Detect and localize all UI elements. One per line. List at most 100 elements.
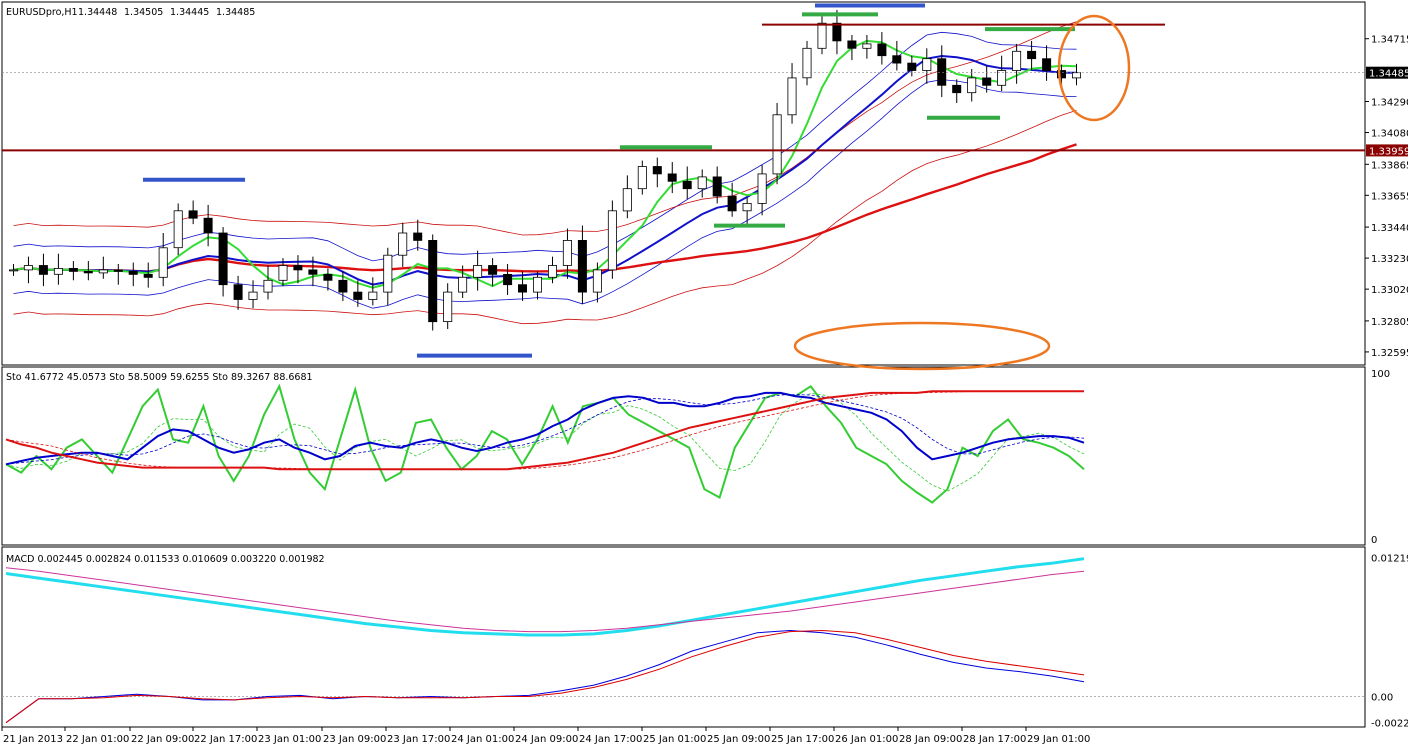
- macd-line: [5, 629, 1085, 724]
- level-tag-label: 1.33959: [1369, 146, 1408, 157]
- x-tick-label: 26 Jan 01:00: [835, 734, 898, 745]
- candle-body: [53, 267, 63, 275]
- candle-body: [937, 58, 947, 86]
- macd-title: MACD 0.002445 0.002824 0.011533 0.010609…: [6, 554, 325, 565]
- macd-plot: [2, 557, 1365, 724]
- candle-body: [368, 291, 378, 300]
- candle-body: [667, 173, 677, 182]
- candle-body: [458, 276, 468, 293]
- x-tick-label: 25 Jan 01:00: [643, 734, 706, 745]
- y-tick-label: 1.33865: [1371, 160, 1408, 171]
- ohlc-low: 1.34445: [170, 7, 209, 18]
- stochastic-plot: [5, 383, 1085, 504]
- y-tick-label: 1.34080: [1371, 129, 1408, 140]
- candle-body: [38, 265, 48, 275]
- candle-body: [188, 210, 198, 219]
- x-tick-label: 29 Jan 01:00: [1027, 734, 1090, 745]
- macd-tick-label: -0.002274: [1371, 718, 1408, 729]
- candle-body: [1012, 50, 1022, 71]
- x-tick-label: 25 Jan 09:00: [707, 734, 770, 745]
- candle-body: [263, 279, 273, 293]
- candle-body: [233, 284, 243, 300]
- candle-body: [68, 267, 78, 272]
- candle-body: [682, 180, 692, 190]
- candle-body: [952, 84, 962, 94]
- candle-body: [113, 269, 123, 272]
- x-tick-label: 21 Jan 2013: [3, 734, 63, 745]
- candle-body: [622, 188, 632, 212]
- candle-body: [577, 239, 587, 293]
- candle-body: [652, 166, 662, 175]
- price-plot: [2, 3, 1365, 371]
- ohlc-high: 1.34505: [124, 7, 163, 18]
- mid-ma-blue: [13, 54, 1077, 286]
- x-tick-label: 28 Jan 09:00: [899, 734, 962, 745]
- candle-body: [173, 210, 183, 249]
- highlight-ellipse: [793, 321, 1051, 371]
- candle-body: [308, 269, 318, 275]
- x-tick-label: 24 Jan 01:00: [451, 734, 514, 745]
- candle-body: [503, 273, 513, 286]
- y-tick-label: 1.32595: [1371, 348, 1408, 359]
- macd-tick-label: 0.00: [1371, 693, 1393, 704]
- candle-body: [1057, 70, 1067, 79]
- candle-body: [218, 232, 228, 286]
- y-tick-label: 1.33020: [1371, 285, 1408, 296]
- stochastic-tick-label: 0: [1371, 535, 1377, 546]
- candle-body: [757, 173, 767, 204]
- candle-body: [548, 265, 558, 278]
- macd-pane[interactable]: [1, 546, 1366, 728]
- x-tick-label: 23 Jan 01:00: [258, 734, 321, 745]
- axis-labels: 1.33959 1.34485 1.34715 1.34290 1.34080 1.338…: [1, 35, 1408, 745]
- candle-body: [997, 70, 1007, 86]
- candle-body: [817, 22, 827, 49]
- candle-body: [832, 22, 842, 42]
- ohlc-close: 1.34485: [216, 7, 255, 18]
- fast-ma-green: [13, 39, 1077, 289]
- candle-body: [787, 77, 797, 116]
- candle-body: [203, 217, 213, 234]
- candle-body: [128, 270, 138, 275]
- candle-body: [323, 273, 333, 281]
- candle-body: [592, 269, 602, 293]
- candle-body: [697, 176, 707, 190]
- x-tick-label: 23 Jan 09:00: [323, 734, 386, 745]
- x-tick-label: 28 Jan 17:00: [963, 734, 1026, 745]
- candle-body: [383, 254, 393, 293]
- candle-body: [473, 265, 483, 278]
- candle-body: [982, 77, 992, 86]
- x-tick-label: 23 Jan 17:00: [387, 734, 450, 745]
- y-tick-label: 1.34715: [1371, 35, 1408, 46]
- y-tick-label: 1.32805: [1371, 317, 1408, 328]
- stochastic-pane[interactable]: [1, 366, 1366, 546]
- candle-body: [488, 265, 498, 275]
- candle-body: [98, 269, 108, 274]
- candle-body: [892, 55, 902, 64]
- stochastic-title: Sto 41.6772 45.0573 Sto 58.5009 59.6255 …: [6, 372, 313, 383]
- candle-body: [967, 77, 977, 94]
- level-tag: [1366, 144, 1408, 157]
- current-price-label: 1.34485: [1369, 69, 1408, 80]
- candle-body: [443, 291, 453, 323]
- slow-ma-red: [13, 143, 1077, 273]
- candle-body: [23, 265, 33, 271]
- candle-body: [248, 291, 258, 300]
- stochastic-line: [5, 383, 1085, 504]
- candle-body: [1027, 50, 1037, 60]
- candle-body: [278, 265, 288, 281]
- candle-body: [712, 176, 722, 197]
- candle-body: [877, 43, 887, 57]
- candle-body: [772, 114, 782, 175]
- candle-body: [83, 270, 93, 274]
- candle-body: [742, 202, 752, 212]
- macd-line: [5, 557, 1085, 637]
- macd-line: [5, 567, 1085, 633]
- candle-body: [907, 62, 917, 71]
- candle-body: [922, 58, 932, 71]
- x-tick-label: 24 Jan 17:00: [579, 734, 642, 745]
- stochastic-signal: [5, 390, 1084, 470]
- x-tick-label: 24 Jan 09:00: [515, 734, 578, 745]
- candle-body: [862, 43, 872, 49]
- x-tick-label: 25 Jan 17:00: [771, 734, 834, 745]
